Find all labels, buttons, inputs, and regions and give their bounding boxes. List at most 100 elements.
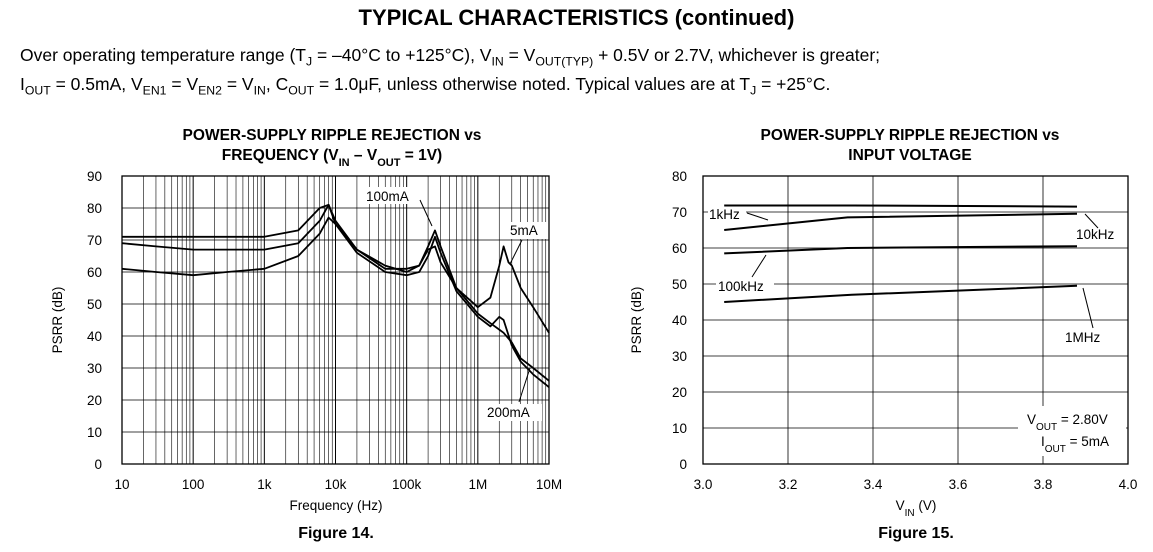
chart1-y-tick-label: 0 (94, 457, 102, 472)
cond2-part: I (20, 73, 25, 94)
label-100kHz-leader (751, 254, 767, 278)
chart2-series-100kHz (724, 245, 1078, 255)
chart-psrr-vs-frequency: POWER-SUPPLY RIPPLE REJECTION vs FREQUEN… (50, 127, 562, 542)
chart2-x-tick-label: 3.4 (864, 477, 883, 492)
conditions-line-1: Over operating temperature range (TJ = –… (20, 44, 880, 73)
chart2-tick-labels: 0 10 20 30 40 50 60 70 80 3.0 3.2 3.4 3.6 3.8 4.0 (672, 169, 1137, 492)
cond-part: = 2.80V (1057, 412, 1108, 427)
annotation-bg (507, 222, 547, 239)
chart1-x-tick-label: 1M (468, 477, 487, 492)
annotation-100mA: 100mA (366, 189, 409, 204)
chart1-series (121, 203, 550, 388)
chart2-series-1MHz (724, 284, 1078, 303)
annotation-100mA-leader (419, 199, 433, 227)
chart1-x-tick-label: 100k (392, 477, 422, 492)
chart2-title-line1: POWER-SUPPLY RIPPLE REJECTION vs (761, 127, 1060, 144)
chart1-title-line2: FREQUENCY (VIN – VOUT = 1V) (222, 147, 442, 169)
chart1-title-part: = 1V) (400, 147, 442, 164)
chart2-x-tick-label: 3.8 (1034, 477, 1053, 492)
chart2-y-tick-label: 70 (672, 205, 687, 220)
cond2-part: , C (265, 73, 289, 94)
chart1-series-200mA (121, 203, 550, 388)
chart1-title-line1: POWER-SUPPLY RIPPLE REJECTION vs (183, 127, 482, 144)
label-10kHz-leader (1084, 213, 1099, 229)
label-10kHz: 10kHz (1076, 227, 1115, 242)
cond2-sub: EN2 (198, 83, 222, 97)
chart1-title-sub: OUT (377, 157, 401, 169)
cond2-sub: J (750, 83, 757, 97)
figure-14-label: Figure 14. (298, 525, 374, 542)
cond-sub: OUT (1045, 444, 1066, 455)
condition-iout: IOUT = 5mA (1041, 434, 1109, 455)
chart1-y-tick-label: 80 (87, 201, 102, 216)
cond-part: = 5mA (1066, 434, 1109, 449)
cond1-part: + 0.5V or 2.7V, whichever is greater; (593, 45, 881, 65)
cond2-part: = +25°C. (756, 73, 831, 94)
cond1-part: = –40°C to +125°C), V (312, 45, 492, 65)
annotation-bg (708, 207, 746, 222)
page-title: TYPICAL CHARACTERISTICS (continued) (358, 5, 795, 30)
label-1kHz-leader (746, 212, 769, 221)
chart2-y-axis-label: PSRR (dB) (629, 287, 644, 354)
chart2-y-tick-label: 10 (672, 421, 687, 436)
chart1-title-part: FREQUENCY (V (222, 147, 340, 164)
chart2-xlabel-part: (V) (915, 498, 937, 513)
annotation-bg (484, 404, 542, 421)
cond2-part: = V (166, 73, 199, 94)
chart1-x-axis-label: Frequency (Hz) (289, 498, 382, 513)
chart2-series (724, 204, 1078, 303)
chart2-y-tick-label: 50 (672, 277, 687, 292)
figure-15-label: Figure 15. (878, 525, 954, 542)
chart-psrr-vs-input-voltage: POWER-SUPPLY RIPPLE REJECTION vs INPUT V… (629, 127, 1137, 542)
cond1-part: = V (503, 45, 536, 65)
cond1-sub: OUT(TYP) (535, 54, 594, 69)
cond2-sub: EN1 (142, 83, 167, 97)
annotation-5mA: 5mA (510, 223, 538, 238)
conditions-box (1018, 406, 1126, 456)
chart2-x-tick-label: 3.0 (694, 477, 713, 492)
label-1MHz-leader (1082, 287, 1094, 329)
chart2-y-tick-label: 30 (672, 349, 687, 364)
cond2-part: = 1.0μF, unless otherwise noted. Typical… (314, 73, 751, 94)
cond2-sub: OUT (24, 83, 51, 97)
cond1-sub: IN (491, 54, 504, 69)
chart1-y-tick-label: 60 (87, 265, 102, 280)
chart2-series-1kHz (724, 212, 1078, 231)
cond1-part: Over operating temperature range (T (20, 45, 306, 65)
annotation-bg (716, 279, 774, 294)
chart2-y-tick-label: 20 (672, 385, 687, 400)
label-100kHz: 100kHz (718, 279, 764, 294)
label-1MHz: 1MHz (1065, 330, 1101, 345)
annotation-bg (363, 187, 420, 204)
cond-part: I (1041, 434, 1045, 449)
chart2-series-10kHz (724, 204, 1078, 208)
chart1-y-tick-label: 40 (87, 329, 102, 344)
chart1-y-axis-label: PSRR (dB) (50, 287, 65, 354)
annotation-200mA: 200mA (487, 405, 530, 420)
label-1kHz: 1kHz (709, 207, 740, 222)
chart2-x-tick-label: 4.0 (1119, 477, 1138, 492)
chart2-y-tick-label: 80 (672, 169, 687, 184)
chart2-x-tick-label: 3.2 (779, 477, 798, 492)
chart1-title-sub: IN (339, 157, 350, 169)
cond2-part: = V (221, 73, 254, 94)
chart2-x-axis-label: VIN (V) (896, 498, 937, 519)
chart1-series-100mA (122, 203, 550, 382)
chart1-x-tick-label: 10k (325, 477, 347, 492)
condition-vout: VOUT = 2.80V (1027, 412, 1108, 433)
chart1-tick-labels: 0 10 20 30 40 50 60 70 80 90 10 100 1k 10k 100k 1M 10M (87, 169, 562, 492)
chart2-y-tick-label: 40 (672, 313, 687, 328)
chart2-xlabel-part: V (896, 498, 905, 513)
chart1-plot-frame (121, 175, 550, 465)
chart2-title-line2: INPUT VOLTAGE (848, 147, 971, 164)
chart1-title-part: – V (350, 147, 378, 164)
cond2-sub: OUT (288, 83, 315, 97)
cond1-sub: J (305, 54, 313, 69)
chart2-xlabel-sub: IN (905, 508, 915, 519)
chart2-x-tick-label: 3.6 (949, 477, 968, 492)
chart2-y-tick-label: 60 (672, 241, 687, 256)
chart2-plot-frame (702, 175, 1129, 465)
cond-sub: OUT (1036, 422, 1057, 433)
cond2-part: = 0.5mA, V (50, 73, 143, 94)
